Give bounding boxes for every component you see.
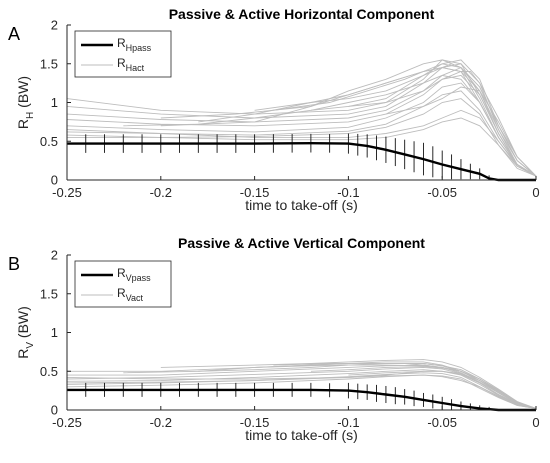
y-tick-label: 2 bbox=[51, 248, 58, 263]
x-tick-label: -0.15 bbox=[240, 185, 270, 200]
legend-label: RVact bbox=[117, 286, 144, 303]
y-tick-label: 0.5 bbox=[40, 134, 58, 149]
panel-b: B Passive & Active Vertical Component -0.2… bbox=[8, 235, 540, 443]
active-trace-line bbox=[66, 82, 537, 177]
active-trace-line bbox=[66, 67, 537, 177]
y-tick-label: 0 bbox=[51, 173, 58, 188]
active-traces bbox=[66, 359, 537, 409]
active-trace-line bbox=[66, 370, 537, 409]
x-axis-label: time to take-off (s) bbox=[245, 427, 358, 443]
chart-title: Passive & Active Horizontal Component bbox=[169, 6, 435, 22]
legend-label: RHpass bbox=[117, 36, 152, 53]
active-trace-line bbox=[310, 63, 537, 177]
x-tick-label: -0.2 bbox=[150, 415, 172, 430]
y-tick-label: 1 bbox=[51, 95, 58, 110]
active-trace-line bbox=[123, 363, 537, 409]
x-tick-label: -0.05 bbox=[427, 415, 457, 430]
active-trace-line bbox=[66, 117, 537, 177]
panel-letter: B bbox=[8, 254, 20, 274]
x-tick-label: -0.15 bbox=[240, 415, 270, 430]
passive-mean-line bbox=[67, 141, 536, 182]
y-tick-label: 2 bbox=[51, 18, 58, 33]
x-tick-label: -0.1 bbox=[337, 185, 359, 200]
active-trace-line bbox=[385, 86, 537, 177]
x-tick-label: -0.2 bbox=[150, 185, 172, 200]
x-axis-label: time to take-off (s) bbox=[245, 197, 358, 213]
y-tick-label: 1.5 bbox=[40, 56, 58, 71]
y-tick-label: 0 bbox=[51, 403, 58, 418]
x-tick-label: -0.25 bbox=[52, 415, 82, 430]
y-axis-label: RV (BW) bbox=[15, 306, 36, 359]
active-trace-line bbox=[348, 370, 537, 409]
legend: RVpass RVact bbox=[74, 260, 172, 308]
x-tick-label: 0 bbox=[532, 415, 539, 430]
legend-box bbox=[74, 30, 172, 78]
panel-letter: A bbox=[8, 24, 20, 44]
legend-label: RHact bbox=[117, 56, 145, 73]
legend-box bbox=[74, 260, 172, 308]
x-tick-label: -0.1 bbox=[337, 415, 359, 430]
x-tick-label: -0.05 bbox=[427, 185, 457, 200]
active-trace-line bbox=[123, 74, 537, 177]
active-trace-line bbox=[273, 63, 537, 177]
y-axis-label: RH (BW) bbox=[15, 76, 36, 129]
active-trace-line bbox=[273, 363, 537, 409]
x-tick-label: 0 bbox=[532, 185, 539, 200]
active-trace-line bbox=[160, 359, 537, 409]
passive-error-bars bbox=[66, 133, 490, 180]
active-trace-line bbox=[66, 109, 537, 177]
y-tick-label: 1 bbox=[51, 325, 58, 340]
active-traces bbox=[66, 59, 537, 177]
x-tick-label: -0.25 bbox=[52, 185, 82, 200]
active-trace-line bbox=[348, 71, 537, 177]
active-trace-line bbox=[160, 63, 537, 177]
y-tick-label: 1.5 bbox=[40, 286, 58, 301]
active-trace-line bbox=[66, 374, 537, 409]
active-trace-line bbox=[66, 369, 537, 409]
chart-title: Passive & Active Vertical Component bbox=[178, 235, 425, 251]
active-trace-line bbox=[66, 67, 537, 177]
legend: RHpass RHact bbox=[74, 30, 172, 78]
y-tick-label: 0.5 bbox=[40, 364, 58, 379]
passive-mean-line bbox=[67, 388, 536, 412]
panel-a: A Passive & Active Horizontal Component -0… bbox=[8, 6, 540, 213]
legend-label: RVpass bbox=[117, 266, 151, 283]
passive-error-bars bbox=[66, 382, 490, 410]
